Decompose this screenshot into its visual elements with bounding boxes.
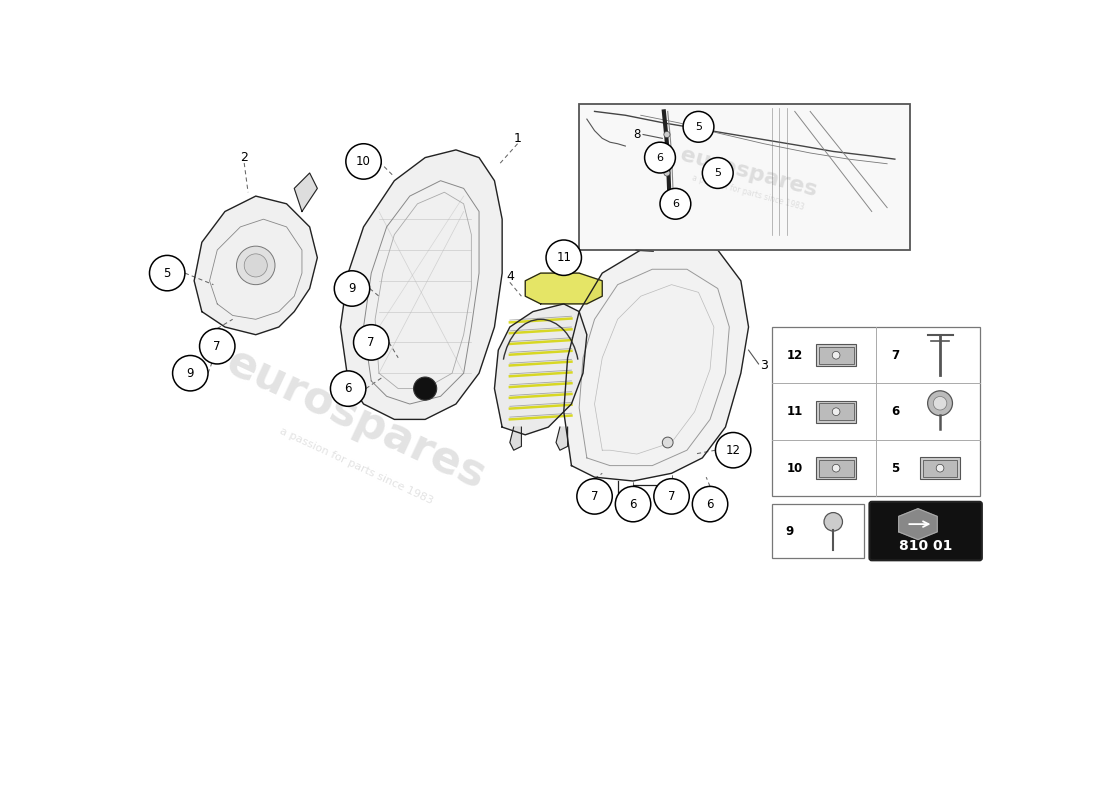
Circle shape [414,377,437,400]
Circle shape [663,131,670,138]
Circle shape [199,329,235,364]
Circle shape [703,158,733,188]
Text: 12: 12 [726,444,740,457]
FancyBboxPatch shape [816,345,856,366]
Polygon shape [194,196,318,334]
Text: 5: 5 [164,266,170,280]
Text: 10: 10 [786,462,803,474]
Text: 6: 6 [891,405,899,418]
Circle shape [936,464,944,472]
FancyBboxPatch shape [818,460,854,477]
Circle shape [833,351,840,359]
Circle shape [833,464,840,472]
Polygon shape [295,173,318,211]
Polygon shape [509,427,521,450]
Polygon shape [563,242,748,481]
FancyBboxPatch shape [772,504,865,558]
Circle shape [546,240,582,275]
Polygon shape [526,273,603,304]
Circle shape [663,193,670,199]
Text: 7: 7 [668,490,675,503]
Circle shape [683,111,714,142]
Circle shape [662,437,673,448]
Text: 9: 9 [187,366,194,380]
Circle shape [692,486,728,522]
Text: 6: 6 [344,382,352,395]
Text: 11: 11 [557,251,571,264]
Circle shape [244,254,267,277]
Text: 7: 7 [891,349,899,362]
Text: 5: 5 [695,122,702,132]
FancyBboxPatch shape [816,458,856,479]
FancyBboxPatch shape [816,401,856,422]
Text: 12: 12 [786,349,803,362]
Text: 9: 9 [785,525,794,538]
Text: 2: 2 [240,151,249,164]
Circle shape [334,270,370,306]
Text: a passion for parts since 1983: a passion for parts since 1983 [277,426,434,506]
Text: 9: 9 [349,282,355,295]
Circle shape [927,391,953,416]
Circle shape [353,325,389,360]
Polygon shape [495,304,586,435]
Text: 5: 5 [891,462,899,474]
Text: 11: 11 [786,405,803,418]
FancyBboxPatch shape [579,104,910,250]
Text: 6: 6 [672,199,679,209]
Text: 3: 3 [760,359,768,372]
Circle shape [150,255,185,291]
Text: 7: 7 [591,490,598,503]
Text: 7: 7 [367,336,375,349]
FancyBboxPatch shape [818,403,854,420]
FancyBboxPatch shape [921,458,960,479]
FancyBboxPatch shape [818,347,854,364]
Polygon shape [341,150,502,419]
Circle shape [653,478,690,514]
Circle shape [933,397,947,410]
Circle shape [236,246,275,285]
Circle shape [330,371,366,406]
Text: 6: 6 [629,498,637,510]
Polygon shape [899,509,937,539]
FancyBboxPatch shape [869,502,982,560]
Circle shape [173,355,208,391]
Circle shape [576,478,613,514]
Circle shape [663,170,670,176]
Text: eurospares: eurospares [219,341,493,498]
Text: 5: 5 [714,168,722,178]
Text: eurospares: eurospares [678,145,820,201]
Text: 6: 6 [706,498,714,510]
Circle shape [345,144,382,179]
Text: 1: 1 [514,132,521,145]
Polygon shape [556,427,568,450]
Text: 10: 10 [356,155,371,168]
Circle shape [824,513,843,531]
FancyBboxPatch shape [923,460,957,477]
FancyBboxPatch shape [772,327,979,496]
Circle shape [715,433,751,468]
Text: 4: 4 [506,270,514,283]
Circle shape [660,189,691,219]
Circle shape [645,142,675,173]
Text: a passion for parts since 1983: a passion for parts since 1983 [692,173,805,211]
Circle shape [615,486,651,522]
Text: 7: 7 [213,340,221,353]
Text: 6: 6 [657,153,663,162]
Text: 810 01: 810 01 [899,539,953,553]
Text: 8: 8 [634,128,640,141]
Circle shape [833,408,840,415]
